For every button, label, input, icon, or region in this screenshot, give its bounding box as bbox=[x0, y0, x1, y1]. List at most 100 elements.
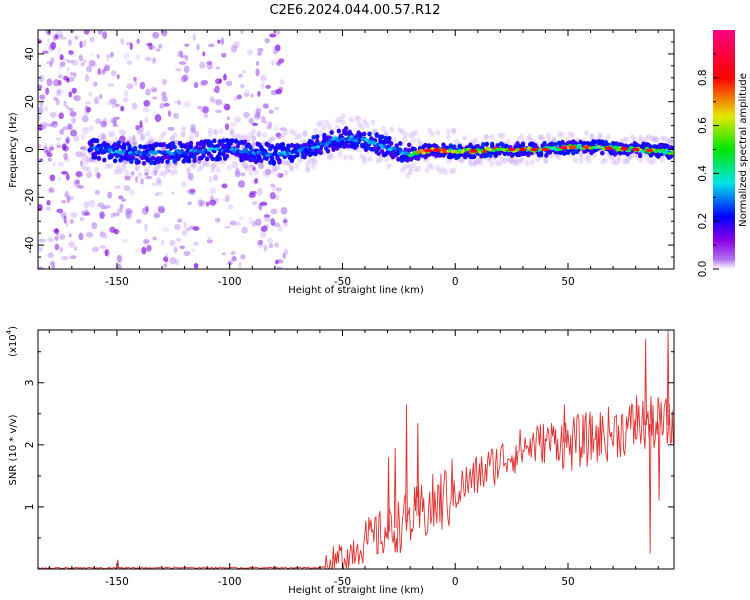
noise-cell bbox=[88, 59, 96, 67]
band-halo-cell bbox=[445, 128, 451, 135]
band-halo-cell bbox=[118, 167, 124, 174]
band-core-cell bbox=[391, 146, 397, 151]
noise-cell bbox=[78, 232, 84, 241]
band-halo-cell bbox=[194, 131, 200, 138]
band-halo-cell bbox=[337, 116, 343, 123]
band-halo-cell bbox=[399, 167, 405, 174]
band-halo-cell bbox=[667, 139, 673, 146]
band-halo-cell bbox=[497, 160, 503, 167]
noise-cell bbox=[57, 176, 62, 182]
band-halo-cell bbox=[459, 158, 465, 165]
y-tick-label: 2 bbox=[24, 442, 36, 449]
band-halo-cell bbox=[326, 153, 332, 160]
noise-cell bbox=[120, 37, 125, 46]
colorbar-gradient bbox=[713, 30, 735, 269]
band-halo-cell bbox=[194, 131, 200, 138]
noise-cell bbox=[77, 184, 84, 189]
band-halo-cell bbox=[445, 157, 451, 164]
band-cell bbox=[407, 142, 412, 148]
band-halo-cell bbox=[159, 170, 165, 177]
band-halo-cell bbox=[611, 159, 617, 166]
noise-cell bbox=[269, 33, 277, 38]
noise-cell bbox=[123, 90, 129, 98]
band-halo-cell bbox=[297, 157, 303, 164]
noise-cell bbox=[174, 223, 181, 231]
noise-cell bbox=[156, 180, 163, 186]
noise-cell bbox=[121, 198, 127, 202]
band-cell bbox=[325, 148, 331, 154]
band-cell bbox=[452, 144, 457, 150]
noise-cell bbox=[99, 211, 105, 220]
noise-cell bbox=[260, 115, 266, 124]
band-cell bbox=[112, 142, 118, 147]
band-halo-cell bbox=[245, 136, 251, 143]
noise-cell bbox=[270, 208, 278, 215]
noise-cell bbox=[39, 94, 46, 100]
band-cell bbox=[192, 158, 197, 164]
noise-cell bbox=[223, 73, 227, 81]
band-halo-cell bbox=[264, 168, 270, 175]
noise-cell bbox=[279, 127, 287, 132]
band-halo-cell bbox=[473, 160, 479, 167]
noise-cell bbox=[48, 146, 55, 151]
noise-cell bbox=[179, 245, 185, 250]
band-halo-cell bbox=[280, 132, 286, 139]
noise-cell bbox=[231, 256, 237, 262]
noise-cell bbox=[193, 241, 199, 246]
band-halo-cell bbox=[159, 133, 165, 140]
band-cell bbox=[121, 145, 127, 151]
noise-cell bbox=[266, 125, 272, 130]
band-peak-cell bbox=[604, 146, 613, 150]
band-halo-cell bbox=[259, 163, 265, 170]
noise-cell bbox=[97, 30, 104, 35]
noise-cell bbox=[248, 216, 253, 225]
noise-cell bbox=[120, 105, 125, 112]
band-cell bbox=[130, 155, 136, 161]
noise-cell bbox=[158, 43, 163, 49]
noise-cell bbox=[203, 112, 209, 119]
band-cell bbox=[504, 143, 509, 149]
band-halo-cell bbox=[489, 133, 495, 140]
noise-cell bbox=[54, 228, 59, 235]
noise-cell bbox=[79, 146, 87, 151]
band-halo-cell bbox=[272, 165, 278, 172]
noise-cell bbox=[53, 96, 58, 101]
noise-cell bbox=[123, 185, 131, 192]
band-halo-cell bbox=[283, 169, 289, 176]
noise-cell bbox=[283, 217, 287, 223]
band-halo-cell bbox=[608, 153, 614, 160]
band-halo-cell bbox=[413, 129, 419, 136]
band-core-cell bbox=[409, 153, 415, 157]
band-halo-cell bbox=[118, 129, 124, 136]
noise-cell bbox=[49, 174, 56, 182]
band-halo-cell bbox=[386, 163, 392, 170]
band-core-cell bbox=[249, 148, 255, 152]
noise-cell bbox=[75, 170, 83, 178]
noise-cell bbox=[61, 255, 69, 261]
band-cell bbox=[376, 151, 381, 156]
noise-cell bbox=[152, 31, 160, 39]
noise-cell bbox=[183, 65, 190, 74]
noise-cell bbox=[257, 47, 264, 53]
band-halo-cell bbox=[270, 168, 276, 175]
band-cell bbox=[163, 154, 168, 160]
band-cell bbox=[358, 132, 363, 138]
noise-cell bbox=[60, 61, 66, 68]
noise-cell bbox=[47, 123, 54, 127]
band-halo-cell bbox=[524, 159, 530, 166]
noise-cell bbox=[88, 199, 96, 208]
band-halo-cell bbox=[196, 166, 202, 173]
noise-cell bbox=[38, 127, 43, 131]
band-halo-cell bbox=[548, 153, 554, 160]
colorbar: 0.0 0.2 0.4 0.6 0.8 Normalized spectral ampl… bbox=[697, 30, 749, 277]
y-tick-label: -40 bbox=[24, 237, 36, 254]
band-halo-cell bbox=[123, 169, 129, 176]
band-peak-cell bbox=[530, 147, 539, 152]
noise-cell bbox=[263, 248, 267, 253]
snr-frame bbox=[37, 329, 675, 570]
noise-cell bbox=[57, 161, 65, 168]
noise-cell bbox=[67, 196, 75, 201]
band-halo-cell bbox=[140, 135, 146, 142]
noise-cell bbox=[159, 104, 164, 109]
noise-cell bbox=[66, 195, 71, 204]
